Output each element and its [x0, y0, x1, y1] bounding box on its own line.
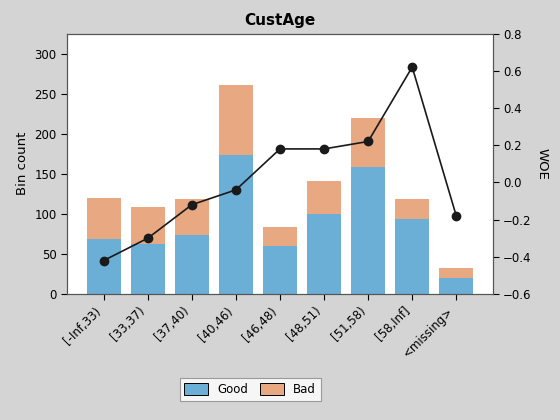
Bar	[219, 155, 253, 294]
Bar	[87, 239, 121, 294]
Bar	[87, 198, 121, 239]
Title: CustAge: CustAge	[244, 13, 316, 28]
Bar	[351, 168, 385, 294]
Bar	[439, 268, 473, 278]
Bar	[351, 118, 385, 168]
Bar	[263, 246, 297, 294]
Bar	[307, 181, 341, 214]
Bar	[130, 244, 165, 294]
Bar	[263, 228, 297, 246]
Bar	[130, 207, 165, 244]
Bar	[395, 200, 430, 219]
Bar	[219, 85, 253, 155]
Bar	[307, 214, 341, 294]
Bar	[175, 235, 209, 294]
Bar	[439, 278, 473, 294]
Y-axis label: Bin count: Bin count	[16, 132, 29, 195]
Bar	[395, 219, 430, 294]
Legend: Good, Bad: Good, Bad	[180, 378, 321, 401]
Y-axis label: WOE: WOE	[535, 148, 548, 180]
Bar	[175, 199, 209, 235]
